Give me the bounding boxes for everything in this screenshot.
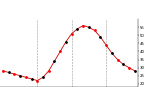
Text: Milwaukee Weather  Outdoor Temperature  per Hour  (24 Hours): Milwaukee Weather Outdoor Temperature pe…: [3, 7, 117, 11]
Text: 56: 56: [144, 8, 154, 17]
